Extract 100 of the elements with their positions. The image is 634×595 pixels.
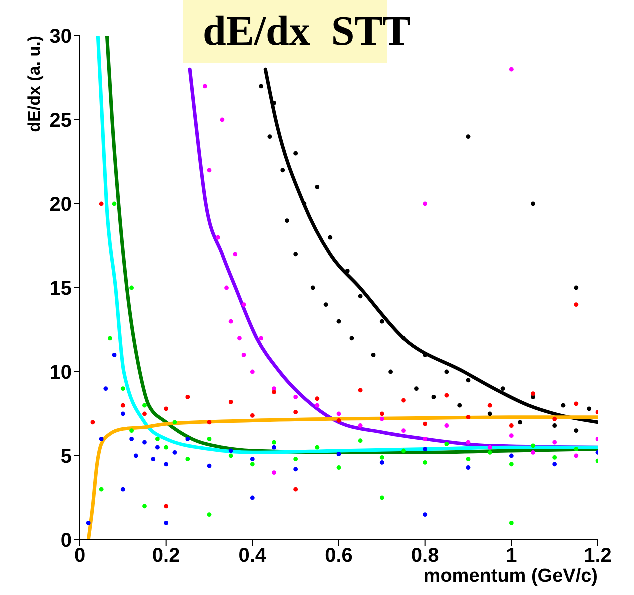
point: [509, 434, 514, 438]
y-tick-label: 5: [60, 446, 72, 468]
point: [310, 286, 316, 290]
point: [202, 84, 208, 89]
point: [380, 319, 384, 324]
point: [164, 406, 169, 412]
point: [324, 302, 328, 307]
point: [104, 386, 108, 391]
point: [130, 428, 134, 433]
point: [156, 437, 160, 442]
point: [574, 447, 579, 452]
x-tick-label: 0.4: [238, 545, 268, 568]
point: [99, 437, 104, 442]
point: [423, 422, 428, 426]
point: [531, 444, 536, 448]
point: [272, 440, 276, 445]
point: [238, 336, 242, 341]
point: [466, 415, 471, 420]
point: [120, 412, 126, 416]
point: [207, 512, 212, 517]
point: [186, 395, 190, 400]
point: [552, 462, 558, 467]
point: [587, 406, 592, 412]
point: [423, 460, 428, 465]
point: [466, 378, 471, 383]
point: [466, 457, 471, 462]
point: [336, 466, 342, 470]
line-series: [264, 68, 598, 424]
point: [380, 460, 384, 465]
y-tick-label: 30: [50, 26, 72, 48]
point: [186, 457, 190, 462]
point: [402, 448, 406, 454]
point: [380, 412, 384, 416]
x-tick-label: 1.2: [584, 545, 612, 568]
point: [423, 202, 428, 206]
point: [371, 353, 376, 358]
point: [336, 452, 342, 457]
point: [142, 412, 147, 416]
point: [242, 302, 246, 307]
point: [380, 455, 384, 460]
point: [315, 185, 320, 190]
point: [142, 504, 147, 509]
point: [336, 319, 342, 324]
point: [207, 168, 212, 173]
point: [130, 437, 134, 442]
point: [250, 413, 255, 418]
point: [423, 447, 428, 452]
point: [423, 437, 428, 442]
x-tick-label: 0.2: [152, 545, 180, 568]
point: [259, 84, 264, 89]
point: [488, 445, 492, 450]
point: [444, 370, 450, 374]
point: [112, 353, 117, 358]
point: [272, 470, 276, 475]
point: [466, 440, 471, 445]
point: [488, 450, 492, 455]
chart-title: dE/dx STT: [202, 8, 411, 56]
point: [380, 416, 384, 422]
point: [531, 392, 536, 396]
point: [220, 118, 225, 122]
point: [315, 396, 320, 402]
point: [358, 438, 363, 444]
y-tick-label: 25: [50, 110, 72, 132]
point: [358, 294, 363, 299]
point: [444, 424, 450, 428]
point: [531, 202, 536, 206]
point: [294, 467, 298, 472]
point: [294, 395, 298, 400]
point: [164, 462, 169, 467]
point: [423, 512, 428, 517]
point: [268, 134, 272, 139]
point: [466, 134, 471, 139]
point: [272, 445, 276, 450]
point: [151, 457, 156, 462]
point: [207, 437, 212, 442]
point: [250, 462, 255, 467]
point: [272, 390, 276, 394]
point: [164, 521, 169, 526]
x-tick-label: 0.8: [411, 545, 440, 568]
point: [120, 386, 126, 391]
x-tick-label: 1: [506, 545, 518, 568]
point: [509, 462, 514, 467]
point: [509, 424, 514, 428]
point: [228, 319, 234, 324]
point: [216, 235, 220, 240]
point: [164, 504, 169, 509]
point: [552, 416, 558, 422]
point: [228, 454, 234, 458]
point: [108, 336, 112, 341]
point: [531, 450, 536, 455]
point: [294, 151, 298, 156]
point: [224, 286, 229, 290]
x-axis-title: momentum (GeV/c): [424, 566, 598, 587]
point: [120, 403, 126, 408]
point: [509, 67, 514, 72]
point: [336, 412, 342, 416]
point: [350, 336, 354, 341]
point: [358, 424, 363, 428]
point: [328, 235, 333, 240]
point: [500, 386, 506, 391]
